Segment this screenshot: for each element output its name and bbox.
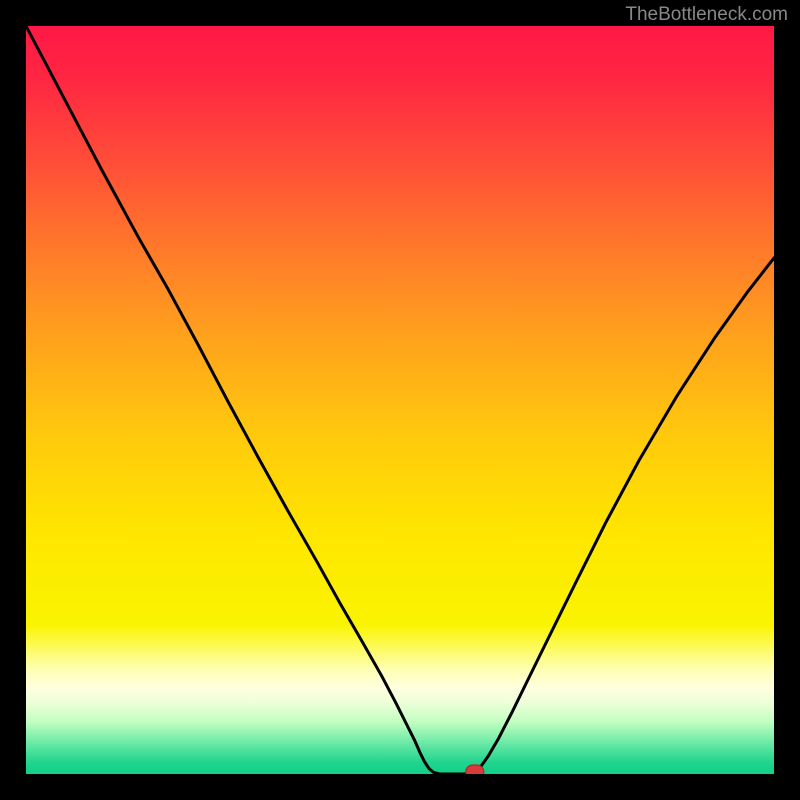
gradient-background bbox=[26, 26, 774, 774]
chart-plot-area bbox=[26, 26, 774, 774]
chart-svg bbox=[26, 26, 774, 774]
min-point-marker bbox=[466, 765, 484, 774]
watermark-text: TheBottleneck.com bbox=[625, 4, 788, 26]
